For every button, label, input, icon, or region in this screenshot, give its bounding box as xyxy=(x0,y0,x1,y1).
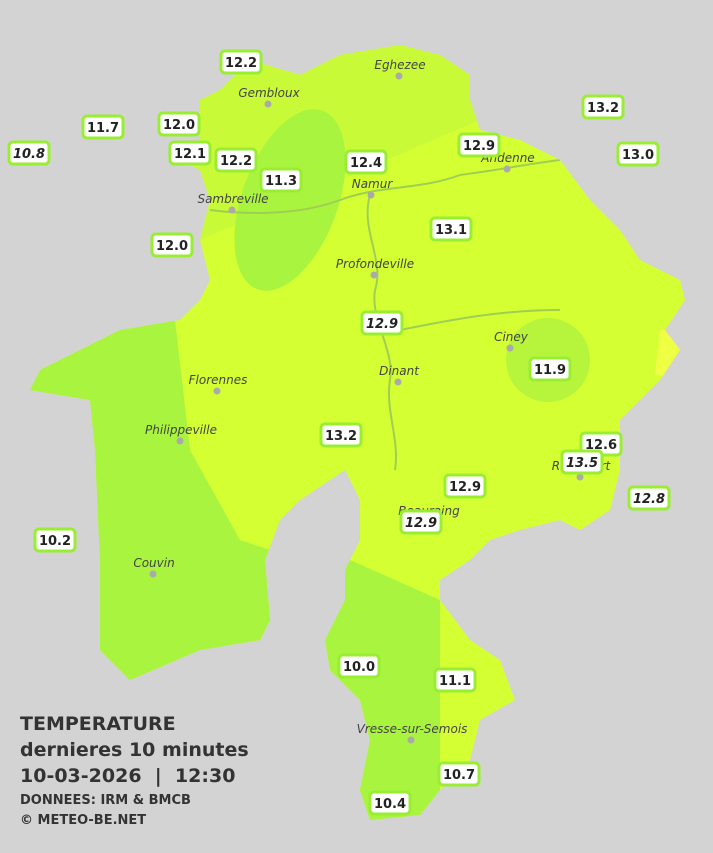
station-value: 12.9 xyxy=(463,139,495,154)
city-label: Profondeville xyxy=(336,257,414,271)
station-value: 11.3 xyxy=(265,174,297,189)
city-dot xyxy=(394,378,402,386)
legend-copyright: © METEO-BE.NET xyxy=(20,813,146,828)
city-dot xyxy=(213,387,221,395)
station-value: 13.0 xyxy=(622,148,654,163)
station-box xyxy=(443,473,487,499)
station-box xyxy=(399,509,443,535)
station-value: 10.8 xyxy=(13,147,45,162)
city-label: Philippeville xyxy=(145,423,217,437)
station-value: 12.9 xyxy=(405,516,437,531)
station-value: 13.2 xyxy=(325,429,357,444)
station-box xyxy=(360,310,404,336)
legend-datetime: 10-03-2026 | 12:30 xyxy=(20,765,235,787)
station-value: 10.2 xyxy=(39,534,71,549)
station-box xyxy=(368,790,412,816)
city-layer: EghezeeGemblouxAndenneNamurSambrevillePr… xyxy=(133,58,612,744)
station-value: 12.2 xyxy=(220,154,252,169)
station-box xyxy=(168,140,212,166)
city-label: Florennes xyxy=(189,373,248,387)
station-box xyxy=(157,111,201,137)
station-value: 12.2 xyxy=(225,56,257,71)
station-value: 12.9 xyxy=(366,317,398,332)
station-box xyxy=(560,449,604,475)
city-dot xyxy=(576,473,584,481)
city-dot xyxy=(395,72,403,80)
city-dot xyxy=(149,570,157,578)
station-value: 12.1 xyxy=(174,147,206,162)
station-value: 12.0 xyxy=(156,239,188,254)
legend-title: TEMPERATURE xyxy=(20,713,176,735)
city-dot xyxy=(370,271,378,279)
station-value: 10.7 xyxy=(443,768,475,783)
legend-subtitle: dernieres 10 minutes xyxy=(20,739,249,761)
station-box xyxy=(581,94,625,120)
station-box xyxy=(150,232,194,258)
station-box xyxy=(81,114,125,140)
station-value: 10.0 xyxy=(343,660,375,675)
city-dot xyxy=(367,191,375,199)
station-box xyxy=(219,49,263,75)
station-value: 11.9 xyxy=(534,363,566,378)
city-label: Namur xyxy=(352,177,394,191)
station-box xyxy=(457,132,501,158)
city-dot xyxy=(407,736,415,744)
station-box xyxy=(7,140,51,166)
station-value: 12.9 xyxy=(449,480,481,495)
station-box xyxy=(627,485,671,511)
city-dot xyxy=(264,100,272,108)
station-value: 11.7 xyxy=(87,121,119,136)
legend-source: DONNEES: IRM & BMCB xyxy=(20,793,191,808)
city-label: Dinant xyxy=(379,364,420,378)
city-label: Couvin xyxy=(133,556,174,570)
station-value: 12.6 xyxy=(585,438,617,453)
station-value: 12.0 xyxy=(163,118,195,133)
station-box xyxy=(337,653,381,679)
station-box xyxy=(319,422,363,448)
station-value: 13.5 xyxy=(566,456,598,471)
station-box xyxy=(433,667,477,693)
city-label: Vresse-sur-Semois xyxy=(357,722,468,736)
station-value: 13.2 xyxy=(587,101,619,116)
city-dot xyxy=(506,344,514,352)
station-box xyxy=(33,527,77,553)
station-box xyxy=(259,167,303,193)
station-value: 13.1 xyxy=(435,223,467,238)
city-label: Gembloux xyxy=(238,86,300,100)
city-dot xyxy=(503,165,511,173)
station-box xyxy=(429,216,473,242)
station-box xyxy=(344,149,388,175)
station-value: 10.4 xyxy=(374,797,406,812)
station-box xyxy=(616,141,660,167)
station-value: 12.8 xyxy=(633,492,665,507)
station-value: 11.1 xyxy=(439,674,471,689)
station-value: 12.4 xyxy=(350,156,382,171)
city-dot xyxy=(228,206,236,214)
station-layer: 12.2 11.7 12.0 10.8 12.1 12.2 11.3 12.4 12.9 13.2… xyxy=(7,49,671,816)
city-dot xyxy=(176,437,184,445)
station-box xyxy=(437,761,481,787)
city-label: Ciney xyxy=(494,330,529,344)
city-label: Sambreville xyxy=(197,192,268,206)
station-box xyxy=(214,147,258,173)
station-box xyxy=(528,356,572,382)
city-label: Eghezee xyxy=(374,58,425,72)
